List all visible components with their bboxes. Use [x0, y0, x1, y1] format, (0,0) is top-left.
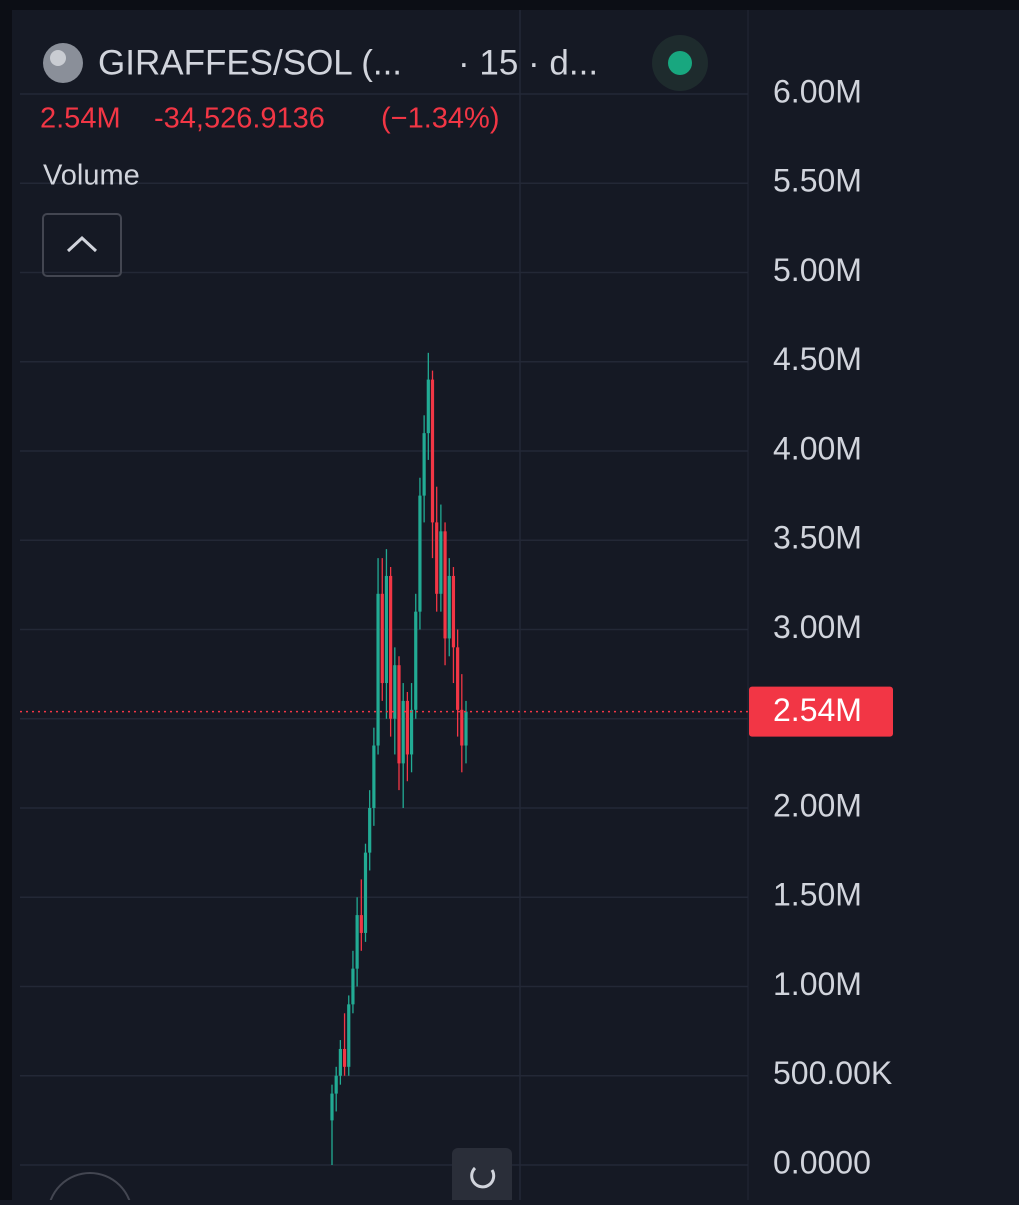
candle-body [422, 433, 426, 496]
candle-body [342, 1048, 347, 1067]
candle-body [372, 745, 376, 808]
last-price-box [749, 686, 893, 737]
candle-body [347, 1004, 351, 1067]
price: 2.54M [40, 103, 121, 135]
candle-body [384, 575, 389, 684]
candle-body [405, 700, 409, 755]
top-bar [0, 0, 1019, 10]
symbol: GIRAFFES/SOL (... [98, 43, 402, 82]
candle-body [447, 575, 451, 639]
candle-body [439, 531, 443, 594]
y-tick-label: 3.00M [773, 609, 862, 645]
y-tick-label: 5.00M [773, 252, 862, 288]
y-tick-label: 3.50M [773, 520, 862, 556]
indicator-label: Volume [43, 160, 140, 192]
candle-body [443, 531, 447, 639]
candle-body [338, 1048, 342, 1076]
candle-body [359, 915, 363, 933]
candle-body [414, 611, 418, 710]
y-tick-label: 0.0000 [773, 1144, 871, 1180]
status-dot [668, 51, 692, 75]
token-icon-detail [50, 50, 66, 66]
y-tick-label: 2.00M [773, 787, 862, 823]
y-tick-label: 1.00M [773, 966, 862, 1002]
candle-body [351, 968, 355, 1005]
candle-body [451, 575, 456, 648]
y-tick-label: 4.00M [773, 430, 862, 466]
candle-body [418, 495, 422, 612]
chevron-up [66, 235, 98, 253]
reset-icon [470, 1166, 496, 1189]
last-price-label: 2.54M [773, 692, 862, 728]
candle-body [363, 852, 368, 933]
y-axis: 0.0000500.00K1.00M1.50M2.00M2.50M3.00M3.… [749, 73, 893, 1180]
interval: · 15 · d... [458, 43, 598, 82]
y-tick-label: 500.00K [773, 1055, 892, 1091]
candle-body [426, 379, 430, 434]
candle-body [376, 593, 380, 746]
candle-body [397, 665, 401, 764]
change-percent: (−1.34%) [381, 103, 499, 135]
candle-body [464, 711, 468, 746]
grid [20, 93, 748, 1166]
candle-body [435, 522, 439, 594]
candle-body [456, 647, 460, 710]
candles [20, 352, 748, 1165]
y-tick-label: 1.50M [773, 877, 862, 913]
candle-body [330, 1093, 334, 1121]
reset-button[interactable] [452, 1148, 512, 1205]
candle-body [401, 700, 405, 764]
change: -34,526.9136 [154, 103, 325, 135]
candle-body [355, 915, 359, 969]
candle-body [334, 1075, 338, 1094]
candle-body [430, 379, 435, 523]
candle-body [460, 709, 464, 746]
candle-body [368, 808, 372, 853]
candle-body [389, 575, 393, 719]
candle-body [393, 665, 397, 719]
y-tick-label: 6.00M [773, 73, 862, 109]
left-edge [0, 10, 12, 1200]
candle-body [409, 709, 414, 755]
round-button[interactable] [48, 1172, 132, 1205]
candle-body [380, 593, 384, 684]
y-tick-label: 4.50M [773, 341, 862, 377]
collapse-button[interactable] [42, 213, 122, 277]
y-tick-label: 5.50M [773, 163, 862, 199]
